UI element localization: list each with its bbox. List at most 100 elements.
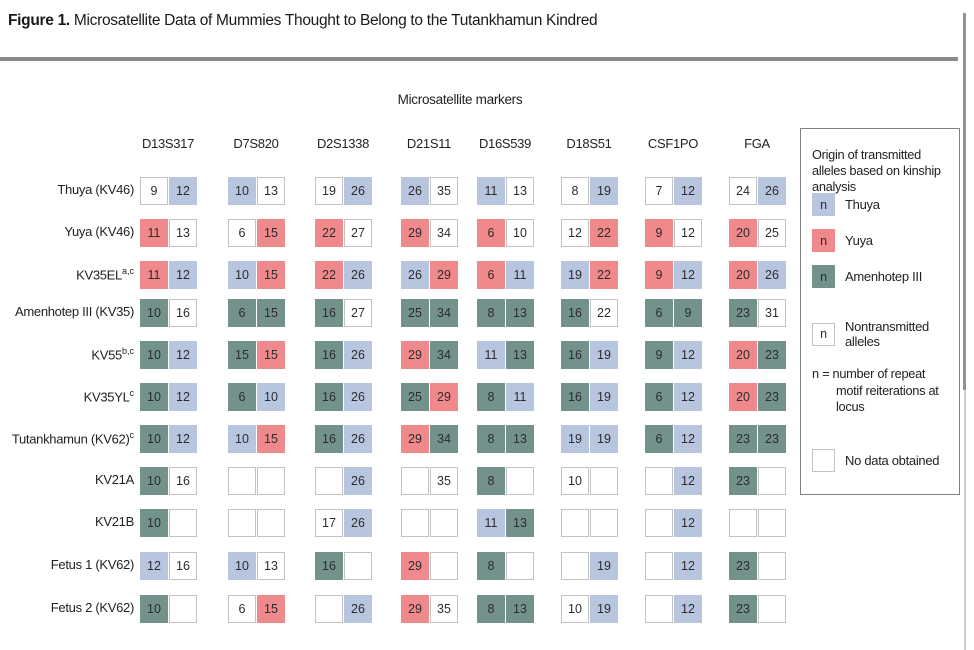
allele-cell: 12 — [674, 467, 702, 495]
allele-cell-empty — [758, 509, 786, 537]
allele-cell: 19 — [590, 383, 618, 411]
allele-cell-empty — [228, 509, 256, 537]
allele-cell: 34 — [430, 299, 458, 327]
allele-cell: 12 — [140, 552, 168, 580]
allele-cell: 22 — [315, 219, 343, 247]
allele-cell: 8 — [477, 595, 505, 623]
allele-cell: 26 — [344, 261, 372, 289]
allele-cell: 6 — [645, 299, 673, 327]
allele-cell-empty — [401, 509, 429, 537]
allele-cell: 13 — [257, 177, 285, 205]
allele-cell-empty — [401, 467, 429, 495]
legend-item-label: Amenhotep III — [845, 269, 923, 284]
allele-cell: 26 — [401, 177, 429, 205]
allele-cell: 19 — [590, 595, 618, 623]
allele-cell: 17 — [315, 509, 343, 537]
allele-cell: 12 — [674, 425, 702, 453]
allele-cell: 15 — [257, 341, 285, 369]
allele-cell: 23 — [729, 595, 757, 623]
allele-cell: 9 — [645, 341, 673, 369]
allele-cell: 11 — [140, 261, 168, 289]
allele-cell: 35 — [430, 467, 458, 495]
allele-cell-empty — [344, 552, 372, 580]
allele-cell: 19 — [590, 552, 618, 580]
allele-cell: 10 — [561, 467, 589, 495]
allele-cell: 11 — [506, 261, 534, 289]
marker-header-d18s51: D18S51 — [566, 136, 612, 151]
allele-cell: 26 — [344, 383, 372, 411]
allele-cell: 26 — [344, 509, 372, 537]
allele-cell: 29 — [430, 383, 458, 411]
allele-cell: 19 — [590, 425, 618, 453]
allele-cell: 12 — [169, 261, 197, 289]
allele-cell: 6 — [645, 425, 673, 453]
row-label: KV35ELa,c — [76, 266, 134, 283]
allele-cell: 12 — [674, 341, 702, 369]
legend-item-no-data: No data obtained — [812, 449, 940, 472]
allele-cell: 29 — [401, 341, 429, 369]
row-label: KV35YLc — [83, 388, 135, 405]
row-label-superscript: c — [129, 388, 135, 398]
allele-cell: 13 — [257, 552, 285, 580]
row-label: KV55b,c — [91, 346, 134, 363]
allele-cell: 12 — [674, 509, 702, 537]
allele-cell: 24 — [729, 177, 757, 205]
allele-cell: 10 — [140, 595, 168, 623]
allele-cell-empty — [645, 467, 673, 495]
scrollbar-thumb[interactable] — [963, 13, 966, 390]
allele-cell: 7 — [645, 177, 673, 205]
allele-cell-empty — [169, 595, 197, 623]
allele-cell: 20 — [729, 219, 757, 247]
allele-cell: 12 — [674, 177, 702, 205]
allele-cell: 8 — [477, 425, 505, 453]
allele-cell: 11 — [506, 383, 534, 411]
allele-cell: 6 — [228, 219, 256, 247]
legend-title: Origin of transmitted alleles based on k… — [812, 147, 941, 194]
allele-cell: 10 — [228, 261, 256, 289]
allele-cell: 15 — [257, 219, 285, 247]
allele-cell-empty — [506, 467, 534, 495]
allele-cell: 13 — [506, 595, 534, 623]
allele-cell: 29 — [401, 552, 429, 580]
allele-cell: 15 — [257, 425, 285, 453]
allele-cell: 22 — [590, 261, 618, 289]
allele-cell: 15 — [257, 261, 285, 289]
allele-cell: 6 — [477, 219, 505, 247]
allele-cell-empty — [506, 552, 534, 580]
allele-cell: 6 — [477, 261, 505, 289]
allele-cell: 16 — [561, 299, 589, 327]
legend-item-thuya: n Thuya — [812, 193, 880, 216]
allele-cell: 12 — [674, 595, 702, 623]
figure-number: Figure 1. — [8, 12, 70, 29]
allele-cell: 34 — [430, 219, 458, 247]
allele-cell: 8 — [477, 467, 505, 495]
allele-cell: 23 — [758, 383, 786, 411]
allele-cell: 20 — [729, 383, 757, 411]
allele-cell: 23 — [758, 341, 786, 369]
allele-cell-empty — [257, 467, 285, 495]
legend-note: n = number of repeat motif reiterations … — [812, 366, 939, 415]
legend-swatch: n — [812, 229, 835, 252]
allele-cell: 8 — [477, 552, 505, 580]
row-label-superscript: c — [129, 430, 135, 440]
allele-cell: 16 — [169, 552, 197, 580]
allele-cell: 16 — [315, 341, 343, 369]
allele-cell: 13 — [506, 177, 534, 205]
allele-cell: 9 — [645, 219, 673, 247]
row-label-superscript: a,c — [121, 266, 134, 276]
allele-cell: 12 — [169, 177, 197, 205]
allele-cell: 19 — [315, 177, 343, 205]
allele-cell: 13 — [506, 425, 534, 453]
legend-item-nontransmitted: n Nontransmitted alleles — [812, 319, 959, 349]
allele-cell: 27 — [344, 299, 372, 327]
legend-item-yuya: n Yuya — [812, 229, 873, 252]
allele-cell-empty — [590, 467, 618, 495]
allele-cell: 10 — [140, 383, 168, 411]
allele-cell: 26 — [344, 425, 372, 453]
legend-item-label: Yuya — [845, 233, 873, 248]
allele-cell: 8 — [477, 299, 505, 327]
allele-cell: 16 — [315, 299, 343, 327]
allele-cell-empty — [645, 552, 673, 580]
allele-cell: 31 — [758, 299, 786, 327]
allele-cell: 19 — [561, 261, 589, 289]
